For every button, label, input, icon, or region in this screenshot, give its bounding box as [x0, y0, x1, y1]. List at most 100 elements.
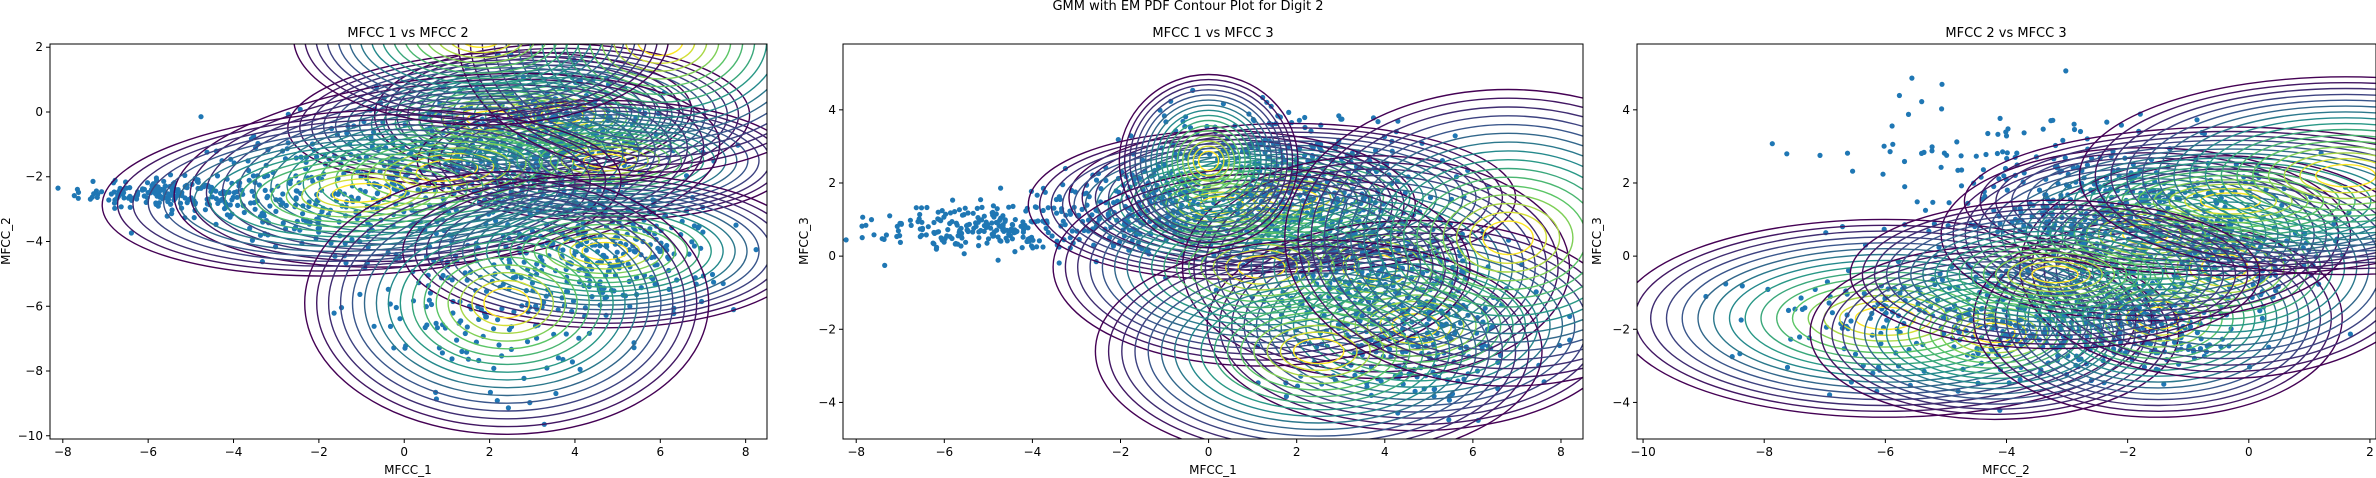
scatter-point	[978, 227, 984, 234]
contour-level	[1982, 247, 2128, 301]
contour-level	[1429, 185, 1583, 291]
scatter-point	[976, 243, 982, 249]
scatter-point	[1902, 184, 1908, 190]
scatter-point	[464, 324, 470, 330]
contour-level	[1403, 167, 1583, 308]
contour-level	[1173, 278, 1464, 424]
scatter-point	[235, 202, 241, 208]
scatter-point	[1896, 92, 1902, 99]
scatter-point	[494, 398, 500, 404]
x-tick-label: −8	[54, 445, 72, 459]
scatter-point	[249, 188, 255, 194]
contour-level	[208, 143, 515, 243]
contour-level	[1962, 317, 2027, 349]
contour-level	[1160, 114, 1257, 208]
contour-level	[414, 178, 767, 324]
scatter-point	[99, 189, 105, 195]
contour-level	[427, 44, 535, 64]
scatter-point	[1103, 177, 1109, 184]
scatter-point	[1452, 133, 1458, 139]
scatter-point	[415, 187, 421, 193]
contour-level	[1204, 168, 1548, 366]
scatter-point	[918, 205, 925, 211]
contour-level	[1200, 237, 1323, 297]
contour-level	[349, 44, 614, 100]
scatter-point	[362, 189, 368, 195]
contour-level	[545, 228, 665, 275]
scatter-point	[1739, 283, 1745, 289]
contour-level	[1163, 220, 1360, 315]
contour-level	[1910, 221, 2200, 328]
scatter-point	[2060, 137, 2066, 143]
contour-level	[360, 44, 602, 95]
scatter-point	[377, 169, 383, 175]
scatter-point	[603, 312, 609, 318]
contour-level	[132, 118, 591, 267]
scatter-point	[75, 189, 82, 195]
contour-level	[338, 44, 625, 105]
scatter-point	[1260, 94, 1266, 101]
contour-level	[1292, 338, 1345, 365]
contour-level	[1874, 276, 2114, 390]
scatter-point	[2273, 288, 2279, 294]
contour-level	[1354, 294, 1477, 357]
contour-level	[2204, 122, 2376, 229]
contour-level	[1139, 94, 1278, 228]
contour-level	[399, 233, 614, 373]
contour-level	[1144, 99, 1273, 223]
scatter-point	[112, 177, 118, 183]
contour-level	[1107, 160, 1336, 250]
scatter-point	[1137, 175, 1143, 181]
scatter-point	[198, 114, 204, 120]
scatter-point	[1023, 208, 1029, 214]
y-axis-ticks: −4 −2 0 2 4	[818, 103, 843, 409]
contour-level	[254, 101, 640, 240]
scatter-point	[859, 235, 865, 241]
scatter-point	[397, 316, 403, 322]
scatter-point	[1844, 150, 1851, 156]
scatter-point	[860, 214, 866, 220]
scatter-point	[978, 197, 984, 203]
scatter-point	[1799, 306, 1805, 312]
scatter-point	[576, 335, 582, 341]
scatter-point	[112, 205, 118, 211]
contour-level	[2220, 128, 2376, 223]
scatter-point	[1030, 245, 1036, 251]
contour-level	[382, 44, 580, 85]
contour-level	[451, 44, 512, 54]
scatter-point	[623, 242, 629, 248]
scatter-point	[1004, 227, 1010, 233]
contour-level	[471, 279, 543, 327]
scatter-point	[609, 263, 615, 269]
scatter-point	[994, 206, 1000, 212]
scatter-point	[1365, 298, 1372, 305]
scatter-point	[234, 194, 240, 200]
scatter-point	[1958, 153, 1964, 159]
scatter-point	[213, 188, 219, 194]
contour-level	[1129, 83, 1289, 239]
contour-level	[193, 138, 530, 248]
scatter-point	[165, 191, 171, 197]
scatter-point	[1939, 277, 1945, 283]
scatter-point	[989, 231, 995, 237]
contour-level	[416, 44, 546, 69]
scatter-point	[2017, 377, 2023, 383]
scatter-point	[983, 221, 990, 227]
scatter-point	[883, 232, 890, 238]
contour-level	[1482, 220, 1534, 256]
scatter-point	[952, 209, 958, 215]
scatter-point	[1939, 106, 1945, 112]
scatter-point	[1069, 228, 1075, 234]
scatter-point	[262, 187, 268, 193]
scatter-point	[123, 185, 129, 191]
scatter-point	[2004, 150, 2010, 156]
scatter-point	[919, 225, 926, 231]
scatter-point	[1848, 318, 1854, 324]
contour-level	[1096, 156, 1348, 254]
contour-level	[2042, 148, 2376, 255]
contour-level	[2189, 117, 2376, 235]
scatter-point	[1093, 177, 1100, 183]
scatter-point	[1296, 117, 1302, 123]
scatter-point	[1002, 217, 1008, 223]
scatter-point	[868, 217, 875, 223]
